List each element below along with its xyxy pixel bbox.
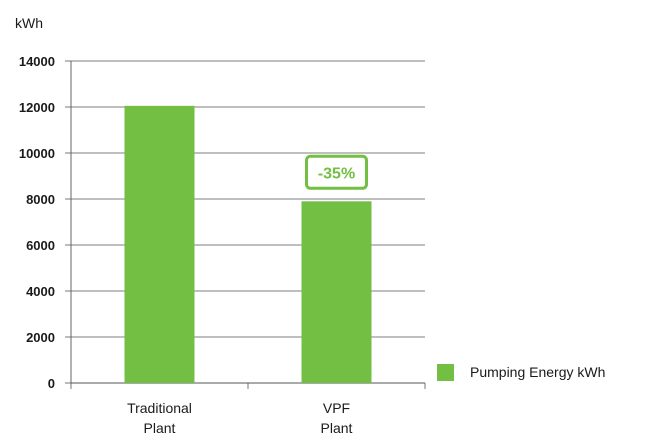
legend: Pumping Energy kWh bbox=[437, 364, 605, 381]
annotation-badge: -35% bbox=[305, 154, 368, 190]
axes bbox=[70, 61, 426, 389]
legend-label: Pumping Energy kWh bbox=[470, 364, 605, 380]
bar bbox=[301, 201, 372, 383]
y-tick-label: 2000 bbox=[26, 330, 55, 345]
x-axis-labels: Traditional Plant VPF Plant bbox=[127, 400, 352, 436]
y-tick-label: 8000 bbox=[26, 192, 55, 207]
annotation-badge-text: -35% bbox=[318, 165, 355, 182]
annotation-badge-box bbox=[305, 154, 368, 190]
x-category-label: Plant bbox=[144, 420, 176, 436]
bars bbox=[124, 105, 372, 383]
bar bbox=[124, 105, 195, 383]
y-tick-label: 6000 bbox=[26, 238, 55, 253]
y-tick-label: 4000 bbox=[26, 284, 55, 299]
x-category-label: Plant bbox=[321, 420, 353, 436]
y-tick-label: 10000 bbox=[19, 146, 55, 161]
x-category-label: Traditional bbox=[127, 400, 192, 416]
y-tick-label: 14000 bbox=[19, 54, 55, 69]
x-category-label: VPF bbox=[323, 400, 350, 416]
annotations: -35% bbox=[305, 154, 368, 190]
y-tick-label: 12000 bbox=[19, 100, 55, 115]
y-axis-unit-label: kWh bbox=[15, 15, 43, 31]
y-axis-ticks: 0 2000 4000 6000 8000 10000 12000 14000 bbox=[19, 54, 71, 391]
grid-lines bbox=[71, 60, 425, 338]
legend-swatch bbox=[437, 364, 454, 381]
y-tick-label: 0 bbox=[48, 376, 55, 391]
